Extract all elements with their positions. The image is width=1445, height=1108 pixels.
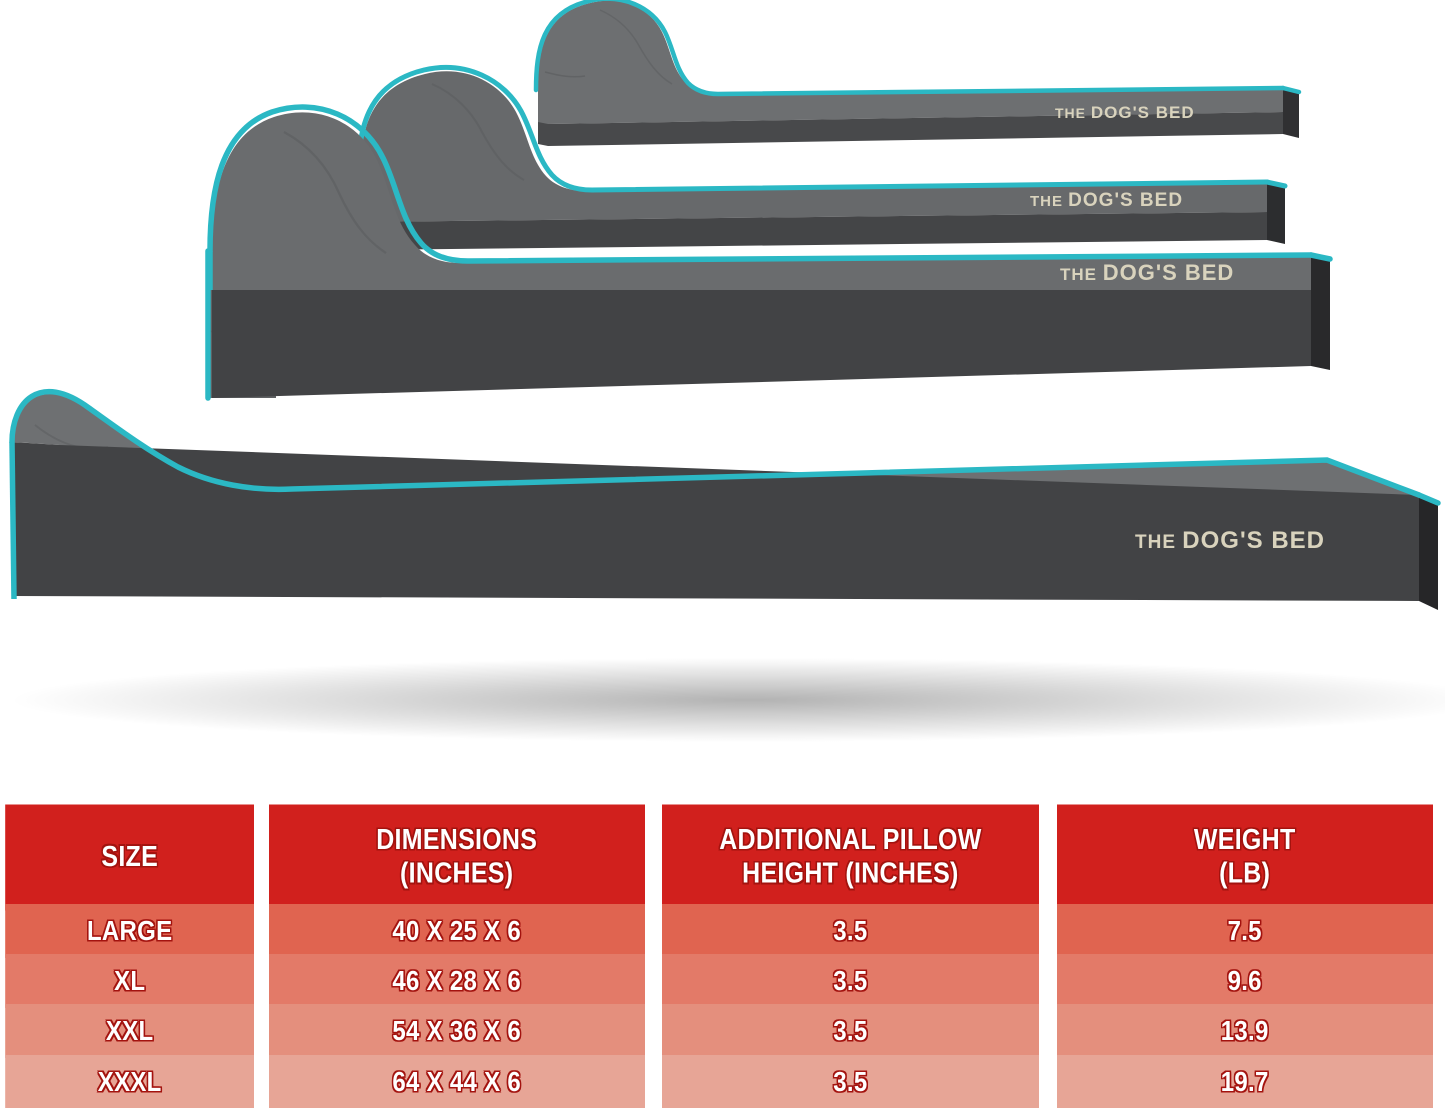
- svg-text:THE DOG'S BED: THE DOG'S BED: [1135, 527, 1325, 554]
- svg-text:THE DOG'S BED: THE DOG'S BED: [1055, 103, 1195, 122]
- svg-text:THE DOG'S BED: THE DOG'S BED: [1030, 190, 1183, 211]
